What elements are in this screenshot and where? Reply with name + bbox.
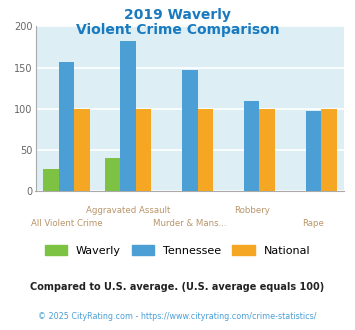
Bar	[105, 158, 120, 191]
Bar	[74, 109, 89, 191]
Bar	[59, 62, 74, 191]
Text: Murder & Mans...: Murder & Mans...	[153, 219, 227, 228]
Bar	[306, 112, 321, 191]
Text: Robbery: Robbery	[234, 206, 270, 215]
Bar	[244, 101, 260, 191]
Text: All Violent Crime: All Violent Crime	[31, 219, 102, 228]
Text: Rape: Rape	[302, 219, 324, 228]
Bar	[198, 109, 213, 191]
Bar	[43, 169, 59, 191]
Bar	[260, 109, 275, 191]
Bar	[321, 109, 337, 191]
Bar	[120, 41, 136, 191]
Text: 2019 Waverly: 2019 Waverly	[124, 8, 231, 22]
Legend: Waverly, Tennessee, National: Waverly, Tennessee, National	[40, 240, 315, 260]
Text: Violent Crime Comparison: Violent Crime Comparison	[76, 23, 279, 37]
Bar	[182, 70, 198, 191]
Text: Compared to U.S. average. (U.S. average equals 100): Compared to U.S. average. (U.S. average …	[31, 282, 324, 292]
Text: Aggravated Assault: Aggravated Assault	[86, 206, 170, 215]
Bar	[136, 109, 151, 191]
Text: © 2025 CityRating.com - https://www.cityrating.com/crime-statistics/: © 2025 CityRating.com - https://www.city…	[38, 312, 317, 321]
